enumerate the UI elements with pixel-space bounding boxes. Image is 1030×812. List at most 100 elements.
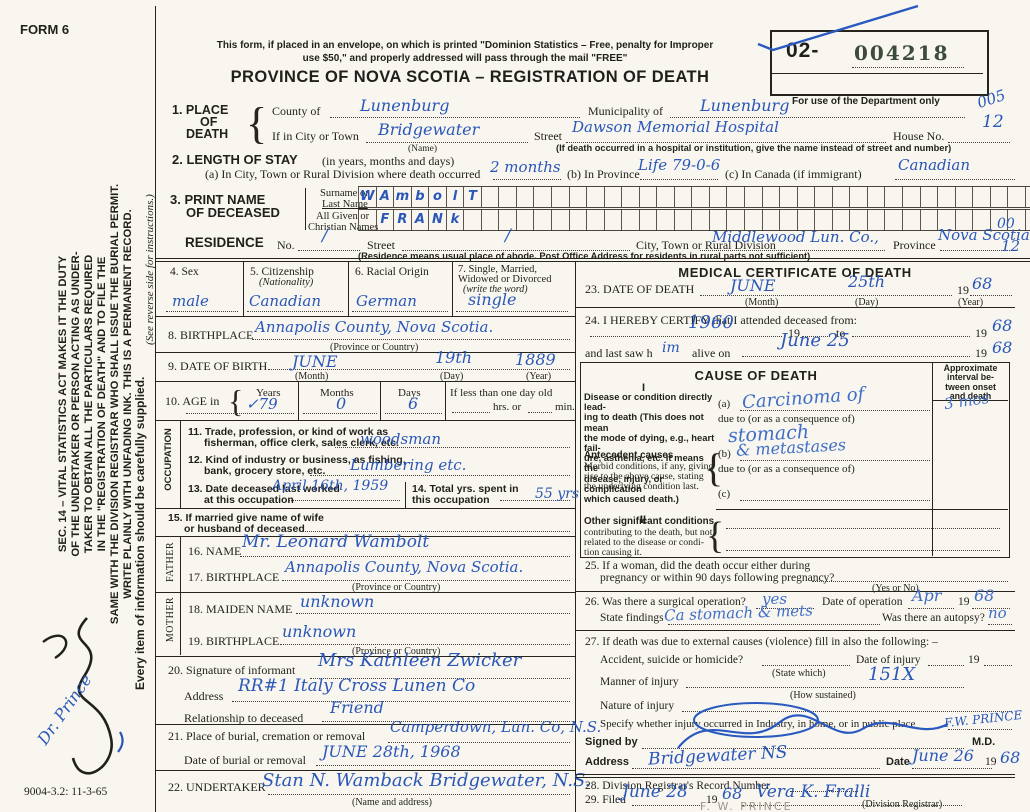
letter-cell: o (429, 187, 447, 207)
residence-code-00: 00 (997, 216, 1015, 232)
father-birthplace-sub: (Province or Country) (352, 582, 441, 593)
letter-cell (640, 187, 658, 207)
house-no-label: House No. (893, 129, 945, 143)
form-number: FORM 6 (20, 22, 70, 37)
letter-cell (692, 210, 710, 230)
cause-a-label: (a) (718, 398, 731, 410)
statute-line: SAME WITH THE DIVISION REGISTRAR WHO SHA… (109, 183, 121, 625)
letter-cell (885, 210, 903, 230)
letter-cell (358, 210, 377, 230)
attended-19b: 19 (975, 326, 987, 340)
letter-cell (885, 187, 903, 207)
letter-cell (938, 187, 956, 207)
letter-cell (780, 187, 798, 207)
age-min-label: min. (555, 401, 575, 413)
letter-cell (991, 210, 1009, 230)
letter-cell (482, 210, 500, 230)
father-name-value: Mr. Leonard Wambolt (242, 532, 430, 552)
mother-birthplace-label: 19. BIRTHPLACE (188, 634, 280, 648)
letter-cell (605, 210, 623, 230)
last-saw-date: June 25 (780, 330, 850, 351)
signed-date-label: Date (886, 756, 910, 768)
citizenship-label: 5. Citizenship (250, 266, 314, 278)
pencil-annotation: F. W. PRINCE (700, 800, 793, 812)
undertaker-value: Stan N. Wamback Bridgewater, N.S. (262, 770, 591, 791)
letter-cell (763, 187, 781, 207)
form-title: PROVINCE OF NOVA SCOTIA – REGISTRATION O… (230, 68, 710, 86)
letter-cell (499, 187, 517, 207)
total-years-label2: this occupation (412, 494, 490, 506)
brace: { (706, 515, 725, 557)
mother-birthplace-value: unknown (282, 622, 357, 641)
town-sublabel: (Name) (408, 144, 438, 154)
medical-certificate-title: MEDICAL CERTIFICATE OF DEATH (678, 265, 912, 280)
cause-of-death-title: CAUSE OF DEATH (694, 368, 818, 383)
last-worked-label2: at this occupation (204, 494, 294, 506)
length-of-stay-suffix: (in years, months and days) (322, 154, 455, 168)
street-label: Street (534, 129, 562, 143)
specify-label: Specify whether injury occurred in Indus… (600, 718, 916, 730)
length-of-stay-title: 2. LENGTH OF STAY (172, 152, 298, 167)
mother-birthplace-sub: (Province or Country) (352, 646, 441, 657)
certify-label: 24. I HEREBY CERTIFY that I attended dec… (585, 313, 857, 327)
s1-no-title: 1. PLACE (172, 103, 229, 117)
informant-address-value: RR#1 Italy Cross Lunen Co (238, 676, 476, 696)
death-month-sub: (Month) (745, 297, 779, 308)
dob-day-sub: (Day) (440, 371, 464, 382)
last-worked-value: April 16th, 1959 (272, 478, 389, 494)
street-value: Dawson Memorial Hospital (572, 118, 779, 136)
department-number-box: 02- 004218 (770, 30, 989, 96)
letter-cell (763, 210, 781, 230)
residence-city-label: City, Town or Rural Division (636, 238, 776, 252)
cause-description: Disease or condition directly lead-ing t… (584, 391, 715, 505)
undertaker-label: 22. UNDERTAKER (168, 780, 266, 794)
filed-date-value: June 28 (622, 782, 688, 802)
trade-label2: fisherman, office clerk, sales clerk, et… (204, 437, 399, 449)
alive-on-label: alive on (692, 346, 731, 360)
stay-b-value: Life 79-0-6 (638, 156, 721, 174)
mail-notice-line2: use $50," and properly addressed will pa… (302, 53, 628, 64)
trade-label1: 11. Trade, profession, or kind of work a… (188, 426, 389, 438)
sex-label: 4. Sex (170, 266, 199, 278)
letter-cell (921, 187, 939, 207)
dob-label: 9. DATE OF BIRTH (168, 359, 268, 373)
death-month: JUNE (730, 276, 776, 295)
father-sidebar: FATHER (165, 541, 176, 583)
injury-19: 19 (968, 654, 980, 666)
letter-cell: R (394, 210, 412, 230)
racial-origin-value: German (356, 292, 417, 310)
nature-label: Nature of injury (600, 700, 675, 712)
industry-value: Lumbering etc. (350, 456, 467, 474)
residence-no-label: No. (277, 238, 295, 252)
injury-date-label: Date of injury (856, 654, 921, 666)
manner-label: Manner of injury (600, 676, 679, 688)
letter-cell (815, 210, 833, 230)
surname-label2: Last Name (322, 199, 368, 210)
cause-c-label: (c) (718, 488, 731, 500)
brace: { (228, 383, 244, 419)
see-reverse-note: (See reverse side for instructions.) (144, 194, 156, 345)
antecedent-line: the underlying condition last. (584, 481, 699, 492)
given-name-label: All Given or (316, 211, 370, 222)
age-years-value: ✓79 (246, 395, 278, 413)
s1-title-of: OF (200, 115, 218, 129)
letter-cell (675, 187, 693, 207)
letter-cell (657, 187, 675, 207)
burial-place-label: 21. Place of burial, cremation or remova… (168, 729, 366, 743)
letter-cell: A (377, 187, 395, 207)
letter-cell (534, 210, 553, 230)
letter-cell (605, 187, 623, 207)
total-years-value: 55 yrs (535, 486, 580, 502)
brace: { (246, 99, 268, 148)
age-months-label: Months (320, 387, 354, 399)
letter-cell (517, 187, 535, 207)
letter-cell: l (447, 187, 465, 207)
dob-day: 19th (435, 348, 473, 367)
cause-part-ii: II (640, 514, 647, 526)
death-day-sub: (Day) (855, 297, 879, 308)
stay-c-value: Canadian (898, 156, 971, 174)
birthplace-label: 8. BIRTHPLACE (168, 328, 254, 342)
attended-to-label: to (836, 326, 846, 340)
father-birthplace-value: Annapolis County, Nova Scotia. (285, 558, 524, 576)
